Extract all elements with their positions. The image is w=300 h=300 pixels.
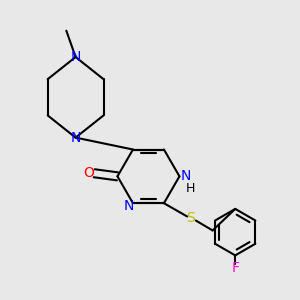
Text: S: S	[186, 211, 195, 225]
Text: N: N	[70, 50, 81, 64]
Text: O: O	[83, 166, 94, 180]
Text: F: F	[231, 261, 239, 275]
Text: N: N	[181, 169, 191, 183]
Text: N: N	[124, 199, 134, 213]
Text: H: H	[186, 182, 195, 195]
Text: N: N	[70, 130, 81, 145]
